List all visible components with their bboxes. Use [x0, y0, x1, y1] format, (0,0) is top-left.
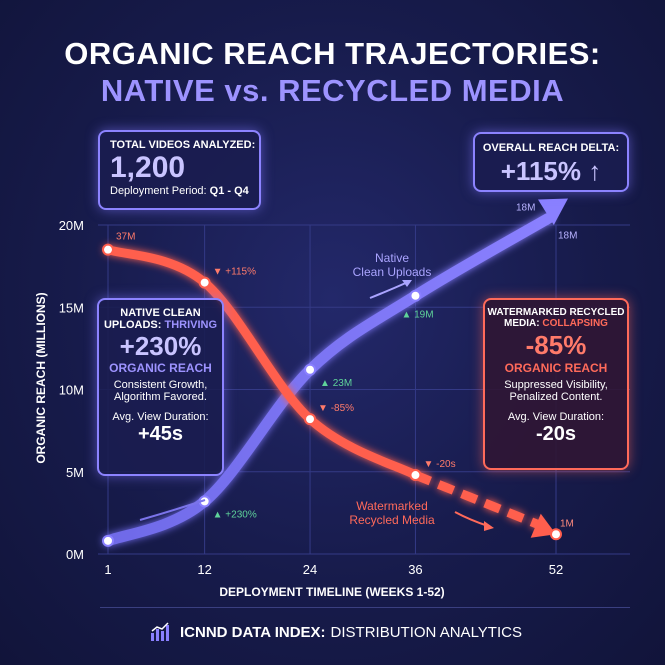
kpi-reach-delta: OVERALL REACH DELTA: +115% ↑ [473, 132, 629, 192]
native-box-status: THRIVING [164, 319, 218, 331]
kpi-delta-value: +115% ↑ [500, 156, 602, 186]
native-annotation-line-1: Native [375, 251, 409, 265]
series-arrowhead-native [537, 198, 568, 226]
kpi-total-label: TOTAL VIDEOS ANALYZED: [110, 139, 256, 151]
x-tick-label: 12 [197, 562, 211, 577]
bar-chart-icon [151, 622, 169, 641]
y-tick-label: 5M [66, 465, 84, 480]
recycled-box-title-b-row: MEDIA: COLLAPSING [485, 318, 627, 329]
title-line-1: ORGANIC REACH TRAJECTORIES: [64, 36, 601, 71]
recycled-annotation-arrowhead [484, 521, 494, 531]
y-axis-ticks: 0M 5M 10M 15M 20M [59, 218, 84, 562]
data-label-recycled: 37M [116, 232, 135, 243]
kpi-period-label: Deployment Period: [110, 185, 207, 197]
data-point-recycled [550, 528, 562, 541]
kpi-total-value: 1,200 [110, 151, 186, 184]
native-box-title-b: UPLOADS: [103, 319, 162, 331]
native-annotation-arrowhead [402, 280, 412, 287]
native-motion-streak [139, 499, 206, 521]
native-box-desc-2: Algorithm Favored. [114, 391, 207, 403]
native-summary-box: NATIVE CLEAN UPLOADS: THRIVING +230% ORG… [97, 298, 224, 476]
recycled-box-avg-label: Avg. View Duration: [507, 411, 605, 423]
series-recycled: 37M ▼ +115% ▼ -85% ▼ -20s 1M [102, 232, 574, 541]
x-tick-label: 1 [104, 562, 111, 577]
native-box-value: +230% [119, 331, 202, 361]
y-tick-label: 15M [59, 300, 84, 315]
x-tick-label: 36 [408, 562, 422, 577]
footer-text: DISTRIBUTION ANALYTICS [330, 623, 522, 641]
y-tick-label: 0M [66, 547, 84, 562]
data-point-recycled [409, 469, 422, 482]
series-native: ▲ +230% ▲ 23M ▲ 19M 18M 18M [102, 198, 577, 547]
native-box-avg-value: +45s [137, 423, 184, 445]
data-label-recycled: ▼ +115% [213, 267, 256, 278]
native-box-avg-label: Avg. View Duration: [112, 411, 209, 423]
data-label-native-extra: 18M [558, 231, 577, 242]
data-label-recycled: ▼ -85% [318, 403, 354, 414]
data-point-recycled [102, 243, 114, 256]
native-annotation-arrow [369, 281, 409, 299]
recycled-box-title-a: WATERMARKED RECYCLED [487, 307, 625, 318]
title-line-2: NATIVE vs. RECYCLED MEDIA [100, 73, 565, 108]
native-box-desc-1: Consistent Growth, [113, 379, 208, 391]
data-point-native [409, 289, 422, 302]
recycled-box-title-b: MEDIA: [504, 318, 540, 329]
data-label-recycled: ▼ -20s [423, 459, 455, 470]
series-line-recycled [103, 245, 420, 480]
series-trend-recycled [413, 470, 542, 530]
recycled-box-avg-value: -20s [535, 423, 577, 445]
footer-divider [100, 607, 630, 608]
data-label-native: ▲ 19M [401, 310, 433, 321]
annotation-arrows [139, 280, 494, 531]
recycled-box-metric: ORGANIC REACH [504, 361, 608, 375]
footer: ICNND DATA INDEX: DISTRIBUTION ANALYTICS [150, 622, 570, 642]
x-axis-ticks: 1 12 24 36 52 [104, 562, 563, 577]
recycled-box-status: COLLAPSING [542, 318, 608, 329]
y-axis-label: ORGANIC REACH (MILLIONS) [34, 292, 48, 463]
kpi-delta-label: OVERALL REACH DELTA: [482, 142, 620, 154]
y-tick-label: 20M [59, 218, 84, 233]
data-point-recycled [304, 413, 317, 426]
data-label-native-end: 18M [516, 203, 535, 214]
x-axis-label: DEPLOYMENT TIMELINE (WEEKS 1-52) [219, 585, 444, 599]
footer-brand: ICNND DATA INDEX: [180, 623, 326, 641]
series-arrowhead-recycled [530, 513, 556, 538]
x-tick-label: 52 [549, 562, 563, 577]
kpi-period-value: Q1 - Q4 [209, 185, 249, 197]
kpi-period: Deployment Period: Q1 - Q4 [110, 185, 259, 197]
recycled-summary-box: WATERMARKED RECYCLED MEDIA: COLLAPSING -… [483, 298, 629, 470]
native-box-title-b-row: UPLOADS: THRIVING [99, 319, 222, 331]
data-label-native: ▲ +230% [213, 509, 257, 520]
data-label-native: ▲ 23M [320, 378, 352, 389]
data-label-recycled: 1M [560, 518, 574, 529]
data-point-native [102, 534, 114, 547]
data-point-recycled [198, 276, 211, 289]
recycled-annotation-line-2: Recycled Media [349, 513, 435, 527]
recycled-annotation-arrow [454, 511, 489, 527]
native-box-metric: ORGANIC REACH [109, 361, 212, 375]
kpi-total-videos: TOTAL VIDEOS ANALYZED: 1,200 Deployment … [98, 130, 261, 210]
recycled-box-value: -85% [525, 330, 587, 360]
y-tick-label: 10M [59, 383, 84, 398]
x-tick-label: 24 [303, 562, 317, 577]
data-point-native [304, 363, 317, 376]
recycled-annotation-line-1: Watermarked [356, 499, 428, 513]
recycled-box-desc-1: Suppressed Visibility, [504, 379, 608, 391]
recycled-box-desc-2: Penalized Content. [509, 391, 603, 403]
native-box-title-a: NATIVE CLEAN [120, 307, 201, 319]
native-annotation-line-2: Clean Uploads [353, 265, 432, 279]
